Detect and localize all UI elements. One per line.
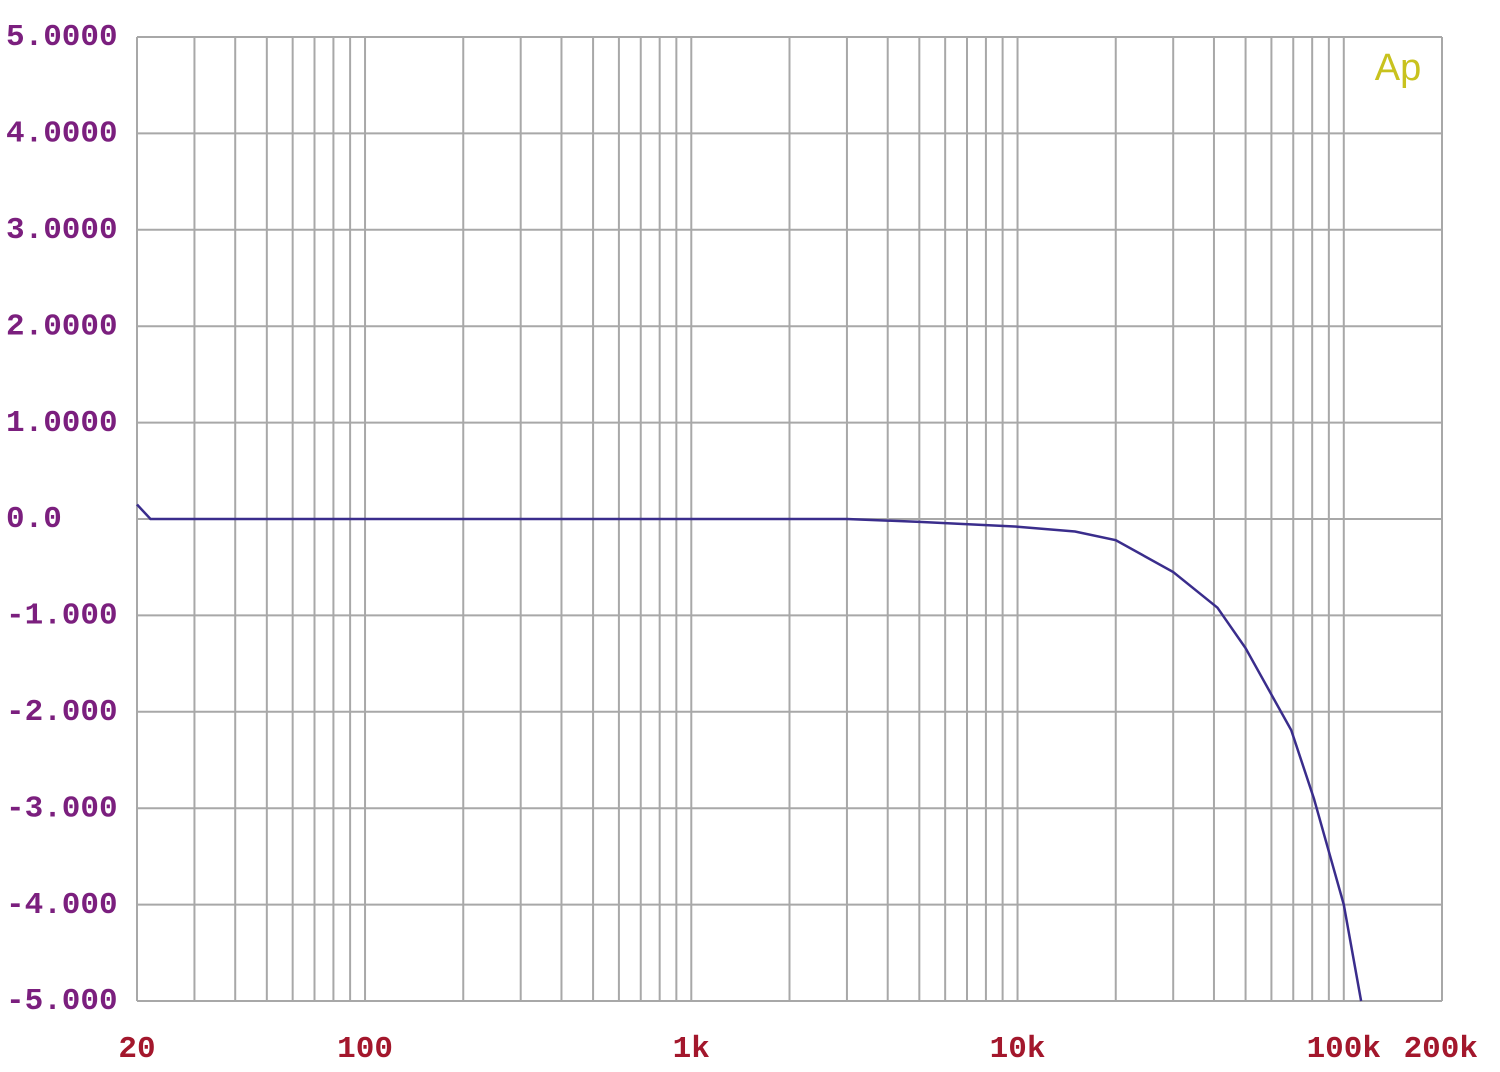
y-tick-label: -5.000 (6, 984, 118, 1019)
y-tick-label: -2.000 (6, 695, 118, 730)
y-tick-label: 3.0000 (6, 213, 118, 248)
y-tick-label: 1.0000 (6, 406, 118, 441)
y-tick-label: -4.000 (6, 888, 118, 923)
x-tick-label: 200k (1404, 1032, 1478, 1067)
y-tick-label: 0.0 (6, 502, 62, 537)
y-tick-label: 5.0000 (6, 20, 118, 55)
logo: Ap (1375, 47, 1421, 89)
y-tick-label: -1.000 (6, 599, 118, 634)
data-line (136, 503, 1363, 1002)
x-tick-label: 20 (118, 1032, 155, 1067)
x-tick-label: 10k (990, 1032, 1046, 1067)
y-tick-label: -3.000 (6, 791, 118, 826)
x-tick-label: 100 (337, 1032, 393, 1067)
x-tick-label: 1k (673, 1032, 710, 1067)
x-tick-label: 100k (1307, 1032, 1381, 1067)
y-tick-label: 2.0000 (6, 309, 118, 344)
y-tick-label: 4.0000 (6, 117, 118, 152)
